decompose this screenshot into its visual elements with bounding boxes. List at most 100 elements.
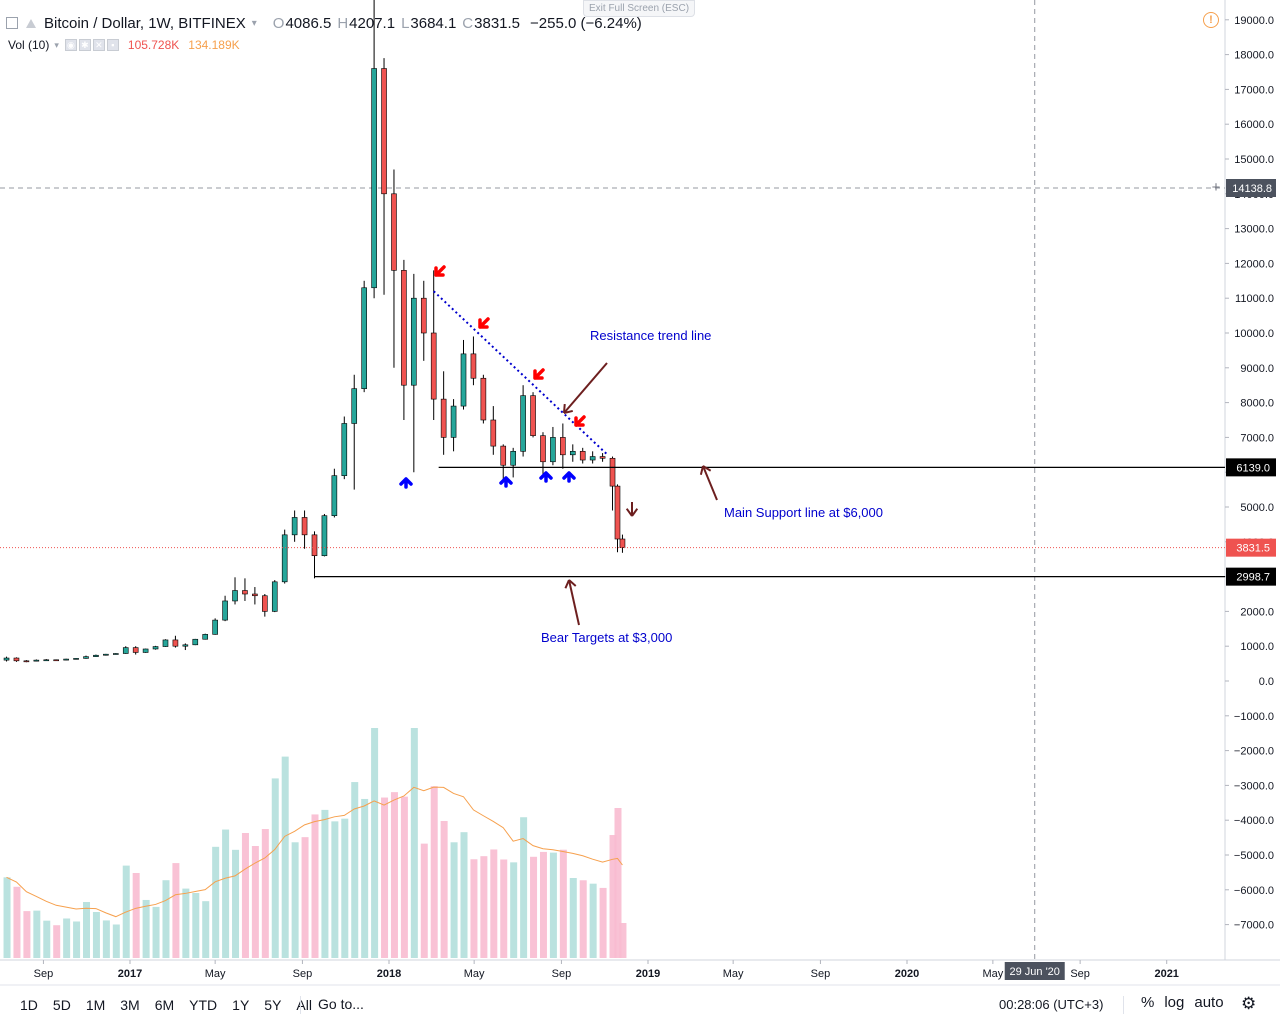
period-1m[interactable]: 1M — [85, 997, 106, 1013]
volume-bar — [500, 859, 508, 958]
candle-body — [192, 638, 199, 646]
volume-bar — [53, 925, 61, 958]
volume-bar — [251, 846, 259, 958]
volume-bar — [440, 820, 448, 958]
period-1d[interactable]: 1D — [20, 997, 38, 1013]
period-all[interactable]: All — [296, 997, 312, 1013]
volume-bar — [430, 786, 438, 958]
resistance-annotation: Resistance trend line — [590, 328, 711, 343]
period-5d[interactable]: 5D — [52, 997, 71, 1013]
period-6m[interactable]: 6M — [154, 997, 175, 1013]
candle-body — [222, 600, 228, 621]
candle-body — [401, 270, 407, 386]
candle-body — [3, 657, 10, 661]
bear-pointer-arrow-head — [564, 579, 577, 589]
candle-body — [500, 445, 507, 466]
y-tick-label: 7000.0 — [1240, 432, 1274, 444]
red-arrow-marker — [434, 265, 446, 277]
volume-bar — [241, 833, 249, 958]
crosshair-plus-icon[interactable]: + — [1211, 179, 1221, 196]
settings-icon[interactable]: ✱ — [78, 39, 91, 51]
resistance-pointer-arrow — [563, 362, 608, 414]
more-icon[interactable]: ▪ — [106, 39, 119, 51]
crosshair-date-text: 29 Jun '20 — [1010, 966, 1060, 978]
candle-body — [242, 590, 248, 595]
candle-body — [569, 451, 576, 456]
gear-icon[interactable]: ⚙ — [1241, 994, 1257, 1013]
candle-body — [172, 639, 179, 647]
price-label-box — [1226, 538, 1276, 557]
y-tick-label: 2000.0 — [1240, 606, 1274, 618]
collapse-icon[interactable] — [6, 17, 18, 29]
y-tick-label: 9000.0 — [1240, 363, 1274, 375]
x-tick-label: 2019 — [636, 968, 660, 980]
exit-fullscreen-button[interactable]: Exit Full Screen (ESC) — [583, 0, 696, 17]
symbol-triangle-icon — [26, 18, 36, 28]
candle-body — [520, 395, 526, 452]
y-tick-label: 17000.0 — [1234, 84, 1274, 96]
x-tick-label: May — [464, 968, 485, 980]
symbol-title[interactable]: Bitcoin / Dollar, 1W, BITFINEX — [44, 14, 246, 32]
volume-bar — [371, 728, 379, 958]
auto-toggle[interactable]: auto — [1194, 994, 1224, 1011]
volume-bar — [569, 878, 577, 958]
volume-bar — [92, 912, 100, 958]
volume-label[interactable]: Vol (10) — [8, 38, 50, 52]
candle-body — [619, 538, 626, 548]
y-tick-label: 13000.0 — [1234, 224, 1274, 236]
goto-button[interactable]: Go to... — [318, 996, 364, 1012]
chevron-down-icon[interactable]: ▾ — [54, 39, 59, 50]
bear-pointer-arrow — [568, 579, 580, 626]
red-arrow-marker — [478, 317, 490, 329]
candle-body — [609, 457, 616, 487]
x-tick-label: 2020 — [895, 968, 919, 980]
candle-body — [530, 395, 536, 436]
down-arrow-head — [625, 508, 639, 517]
log-toggle[interactable]: log — [1164, 994, 1185, 1011]
candle-body — [460, 353, 467, 407]
volume-bar — [520, 817, 528, 958]
volume-bar — [83, 902, 91, 958]
period-ytd[interactable]: YTD — [189, 997, 218, 1013]
volume-ma-line — [6, 786, 623, 918]
y-tick-label: 19000.0 — [1234, 15, 1274, 27]
close-icon[interactable]: ✕ — [92, 39, 105, 51]
candle-body — [182, 644, 189, 647]
chevron-down-icon[interactable]: ▾ — [251, 17, 257, 29]
volume-bar — [614, 808, 622, 958]
clock: 00:28:06 (UTC+3) — [999, 997, 1104, 1012]
candle-body — [540, 435, 546, 463]
candle-body — [202, 634, 209, 640]
eye-icon[interactable]: ◉ — [64, 39, 77, 51]
period-5y[interactable]: 5Y — [264, 997, 282, 1013]
blue-arrow-marker — [499, 476, 513, 488]
candle-body — [93, 654, 99, 657]
x-tick-label: Sep — [293, 968, 313, 980]
y-tick-label: −1000.0 — [1234, 711, 1274, 723]
volume-bar — [470, 859, 478, 958]
volume-bar — [152, 906, 160, 958]
period-3m[interactable]: 3M — [120, 997, 140, 1013]
candle-body — [271, 581, 278, 612]
price-label-text: 3831.5 — [1236, 543, 1270, 555]
chart-legend-header: Bitcoin / Dollar, 1W, BITFINEX ▾ O 4086.5… — [6, 12, 642, 34]
bear-annotation: Bear Targets at $3,000 — [541, 630, 672, 645]
volume-bar — [212, 846, 220, 958]
period-1y[interactable]: 1Y — [232, 997, 250, 1013]
blue-arrow-marker — [399, 477, 413, 489]
y-tick-label: −3000.0 — [1234, 780, 1274, 792]
volume-bar — [609, 835, 617, 958]
volume-bar — [510, 862, 518, 958]
y-tick-label: 1000.0 — [1240, 641, 1274, 653]
warning-icon[interactable]: ! — [1203, 12, 1219, 28]
candle-body — [560, 437, 566, 456]
percent-toggle[interactable]: % — [1141, 994, 1155, 1011]
candle-body — [73, 658, 79, 660]
x-tick-label: Sep — [811, 968, 831, 980]
candle-body — [232, 590, 238, 602]
change-value: −255.0 (−6.24%) — [530, 14, 642, 32]
candle-body — [212, 619, 218, 635]
volume-bar — [43, 920, 51, 958]
volume-bar — [460, 832, 468, 958]
